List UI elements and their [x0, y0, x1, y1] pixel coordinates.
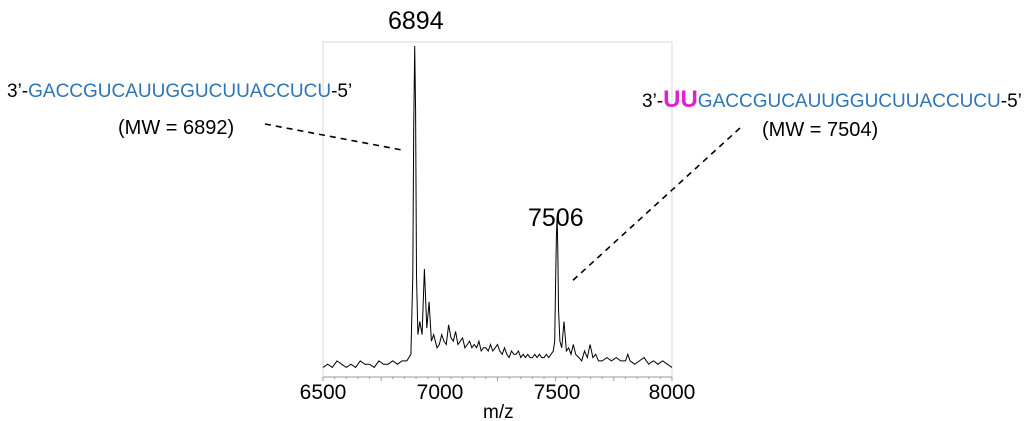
sequence-body: GACCGUCAUUGGUCUUACCUCU: [697, 91, 1001, 112]
x-tick-label: 8000: [648, 381, 696, 404]
sequence-prefix: 3’-: [7, 81, 29, 102]
spectrum-trace: [322, 45, 673, 369]
sequence-label-left: 3’-GACCGUCAUUGGUCUUACCUCU-5’: [7, 76, 352, 104]
leader-line-right: [569, 127, 741, 284]
plot-frame: [322, 41, 673, 378]
x-axis: [322, 376, 673, 381]
sequence-suffix: -5’: [331, 81, 353, 102]
x-tick-label: 7000: [416, 381, 464, 404]
sequence-body: GACCGUCAUUGGUCUUACCUCU: [28, 81, 332, 102]
sequence-prefix: 3’-: [642, 91, 664, 112]
peak-label: 7506: [528, 204, 584, 232]
leader-line-left: [264, 123, 403, 151]
x-axis-label: m/z: [483, 402, 514, 421]
sequence-suffix: -5’: [1000, 91, 1022, 112]
sequence-label-right: 3’-UUGACCGUCAUUGGUCUUACCUCU-5’: [642, 86, 1022, 114]
peak-label: 6894: [388, 7, 444, 35]
x-tick-label: 7500: [533, 381, 581, 404]
x-tick-label: 6500: [299, 381, 347, 404]
sequence-modification: UU: [663, 86, 698, 113]
mw-label-right: (MW = 7504): [762, 119, 879, 141]
mw-label-left: (MW = 6892): [118, 117, 235, 139]
